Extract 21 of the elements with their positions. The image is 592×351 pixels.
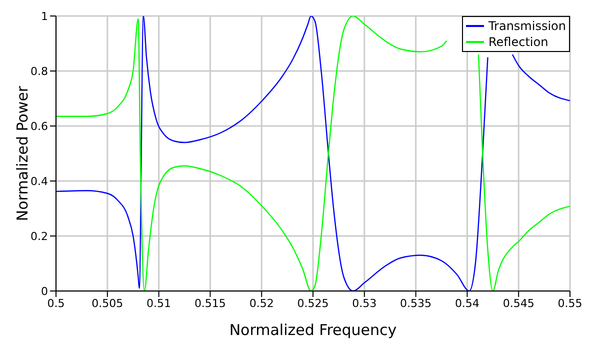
y-axis-title: Normalized Power — [13, 85, 32, 222]
y-tick-label: 0.8 — [30, 64, 48, 78]
y-tick-label: 0.4 — [30, 174, 48, 188]
x-tick-label: 0.52 — [249, 296, 274, 310]
y-tick-label: 1 — [41, 10, 48, 23]
x-tick-label: 0.545 — [502, 296, 534, 310]
x-tick-label: 0.505 — [92, 296, 124, 310]
x-tick-label: 0.5 — [47, 296, 65, 310]
x-tick-label: 0.53 — [352, 296, 377, 310]
y-tick-label: 0.6 — [30, 120, 48, 133]
x-tick-label: 0.515 — [194, 296, 226, 310]
y-tick-label: 0 — [41, 284, 48, 298]
x-axis-title: Normalized Frequency — [229, 321, 397, 339]
x-tick-label: 0.535 — [400, 296, 432, 310]
x-tick-label: 0.54 — [454, 296, 480, 310]
y-tick-label: 0.2 — [30, 230, 48, 243]
legend-label: Reflection — [488, 34, 548, 50]
x-tick-label: 0.525 — [297, 296, 329, 310]
x-tick-label: 0.55 — [558, 296, 582, 310]
legend-label: Transmission — [488, 18, 566, 34]
x-tick-label: 0.51 — [146, 296, 172, 310]
